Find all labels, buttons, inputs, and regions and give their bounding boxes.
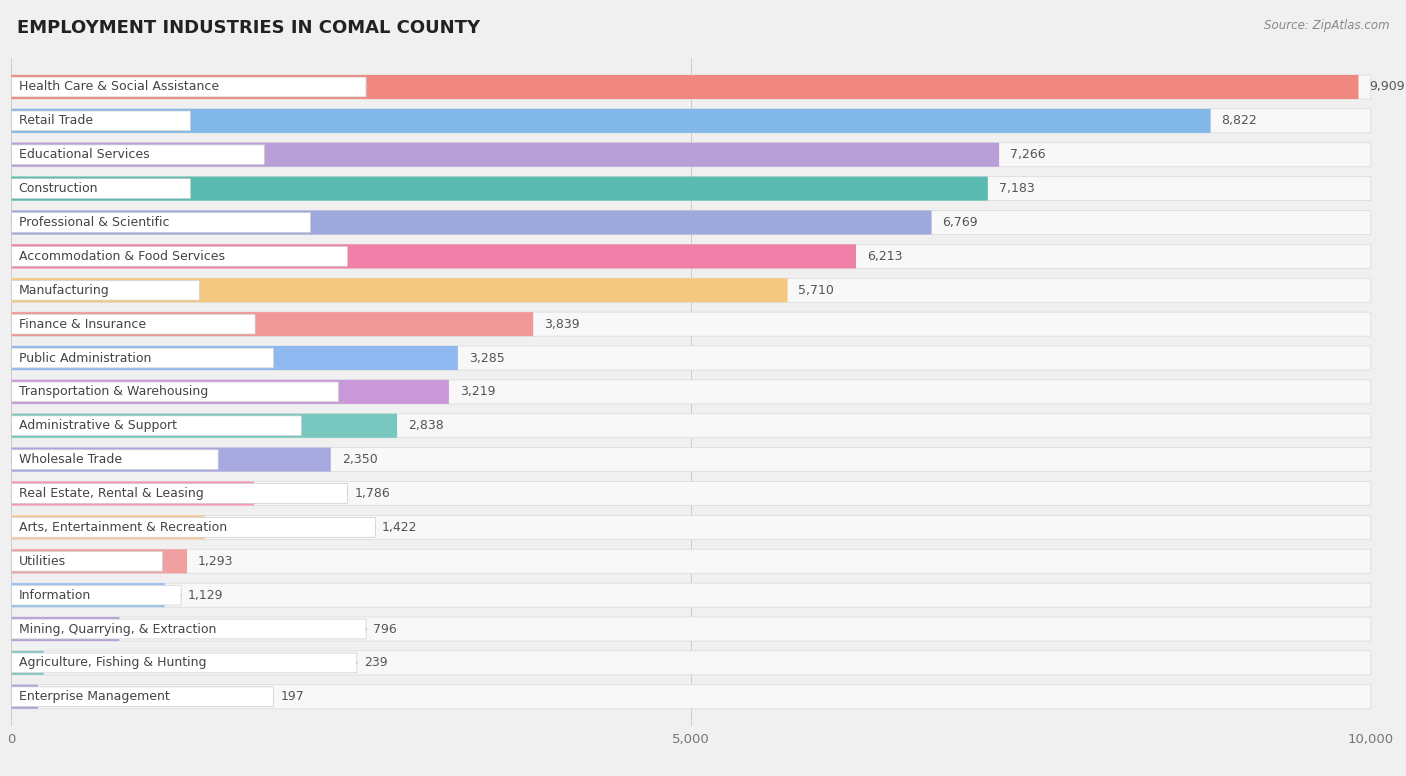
Text: 6,213: 6,213 — [868, 250, 903, 263]
FancyBboxPatch shape — [11, 687, 274, 707]
Text: 1,293: 1,293 — [198, 555, 233, 568]
FancyBboxPatch shape — [11, 552, 163, 571]
FancyBboxPatch shape — [11, 210, 1371, 234]
Text: 796: 796 — [373, 622, 396, 636]
FancyBboxPatch shape — [11, 549, 187, 573]
Text: Construction: Construction — [18, 182, 98, 195]
FancyBboxPatch shape — [11, 515, 205, 539]
FancyBboxPatch shape — [11, 178, 190, 199]
FancyBboxPatch shape — [11, 210, 932, 234]
FancyBboxPatch shape — [11, 414, 396, 438]
FancyBboxPatch shape — [11, 583, 1371, 607]
FancyBboxPatch shape — [11, 416, 301, 435]
FancyBboxPatch shape — [11, 585, 181, 605]
FancyBboxPatch shape — [11, 279, 1371, 303]
Text: Health Care & Social Assistance: Health Care & Social Assistance — [18, 81, 219, 93]
FancyBboxPatch shape — [11, 312, 1371, 336]
Text: 3,839: 3,839 — [544, 317, 579, 331]
Text: Enterprise Management: Enterprise Management — [18, 691, 170, 703]
Text: Administrative & Support: Administrative & Support — [18, 419, 177, 432]
Text: 9,909: 9,909 — [1369, 81, 1405, 93]
FancyBboxPatch shape — [11, 280, 200, 300]
FancyBboxPatch shape — [11, 450, 218, 469]
FancyBboxPatch shape — [11, 346, 458, 370]
FancyBboxPatch shape — [11, 515, 1371, 539]
FancyBboxPatch shape — [11, 481, 254, 505]
Text: Arts, Entertainment & Recreation: Arts, Entertainment & Recreation — [18, 521, 226, 534]
FancyBboxPatch shape — [11, 346, 1371, 370]
Text: Wholesale Trade: Wholesale Trade — [18, 453, 122, 466]
Text: 5,710: 5,710 — [799, 284, 834, 296]
Text: Information: Information — [18, 589, 91, 601]
Text: Real Estate, Rental & Leasing: Real Estate, Rental & Leasing — [18, 487, 204, 500]
FancyBboxPatch shape — [11, 213, 311, 232]
Text: Transportation & Warehousing: Transportation & Warehousing — [18, 386, 208, 398]
FancyBboxPatch shape — [11, 244, 856, 268]
Text: EMPLOYMENT INDUSTRIES IN COMAL COUNTY: EMPLOYMENT INDUSTRIES IN COMAL COUNTY — [17, 19, 479, 37]
FancyBboxPatch shape — [11, 75, 1358, 99]
FancyBboxPatch shape — [11, 75, 1371, 99]
Text: Public Administration: Public Administration — [18, 352, 150, 365]
FancyBboxPatch shape — [11, 448, 1371, 472]
Text: 7,266: 7,266 — [1010, 148, 1046, 161]
FancyBboxPatch shape — [11, 143, 1000, 167]
Text: Utilities: Utilities — [18, 555, 66, 568]
FancyBboxPatch shape — [11, 380, 449, 404]
FancyBboxPatch shape — [11, 617, 1371, 641]
FancyBboxPatch shape — [11, 77, 366, 97]
FancyBboxPatch shape — [11, 177, 988, 201]
FancyBboxPatch shape — [11, 348, 274, 368]
FancyBboxPatch shape — [11, 279, 787, 303]
Text: 197: 197 — [280, 691, 304, 703]
FancyBboxPatch shape — [11, 382, 339, 402]
Text: 239: 239 — [364, 656, 387, 670]
FancyBboxPatch shape — [11, 247, 347, 266]
FancyBboxPatch shape — [11, 651, 44, 675]
FancyBboxPatch shape — [11, 684, 1371, 708]
Text: Finance & Insurance: Finance & Insurance — [18, 317, 146, 331]
FancyBboxPatch shape — [11, 619, 366, 639]
Text: 2,350: 2,350 — [342, 453, 377, 466]
Text: Manufacturing: Manufacturing — [18, 284, 110, 296]
FancyBboxPatch shape — [11, 244, 1371, 268]
FancyBboxPatch shape — [11, 145, 264, 165]
Text: 2,838: 2,838 — [408, 419, 444, 432]
Text: 1,129: 1,129 — [188, 589, 224, 601]
FancyBboxPatch shape — [11, 617, 120, 641]
Text: 1,422: 1,422 — [382, 521, 418, 534]
Text: Mining, Quarrying, & Extraction: Mining, Quarrying, & Extraction — [18, 622, 217, 636]
FancyBboxPatch shape — [11, 109, 1371, 133]
FancyBboxPatch shape — [11, 111, 190, 131]
Text: 7,183: 7,183 — [998, 182, 1035, 195]
FancyBboxPatch shape — [11, 549, 1371, 573]
FancyBboxPatch shape — [11, 651, 1371, 675]
FancyBboxPatch shape — [11, 177, 1371, 201]
FancyBboxPatch shape — [11, 684, 38, 708]
FancyBboxPatch shape — [11, 518, 375, 537]
FancyBboxPatch shape — [11, 380, 1371, 404]
FancyBboxPatch shape — [11, 481, 1371, 505]
FancyBboxPatch shape — [11, 448, 330, 472]
FancyBboxPatch shape — [11, 143, 1371, 167]
FancyBboxPatch shape — [11, 314, 254, 334]
Text: Retail Trade: Retail Trade — [18, 114, 93, 127]
Text: Professional & Scientific: Professional & Scientific — [18, 216, 169, 229]
FancyBboxPatch shape — [11, 312, 533, 336]
FancyBboxPatch shape — [11, 414, 1371, 438]
Text: 3,285: 3,285 — [468, 352, 505, 365]
FancyBboxPatch shape — [11, 483, 347, 504]
Text: Educational Services: Educational Services — [18, 148, 149, 161]
Text: Agriculture, Fishing & Hunting: Agriculture, Fishing & Hunting — [18, 656, 207, 670]
FancyBboxPatch shape — [11, 109, 1211, 133]
Text: 1,786: 1,786 — [354, 487, 389, 500]
FancyBboxPatch shape — [11, 653, 357, 673]
FancyBboxPatch shape — [11, 583, 165, 607]
Text: 3,219: 3,219 — [460, 386, 495, 398]
Text: 6,769: 6,769 — [942, 216, 979, 229]
Text: 8,822: 8,822 — [1222, 114, 1257, 127]
Text: Source: ZipAtlas.com: Source: ZipAtlas.com — [1264, 19, 1389, 33]
Text: Accommodation & Food Services: Accommodation & Food Services — [18, 250, 225, 263]
